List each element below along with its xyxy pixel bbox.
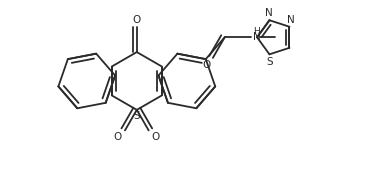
Text: S: S xyxy=(266,57,273,67)
Text: N: N xyxy=(253,32,261,42)
Text: O: O xyxy=(133,15,141,24)
Text: O: O xyxy=(202,60,210,70)
Text: O: O xyxy=(113,132,122,142)
Text: H: H xyxy=(253,27,260,36)
Text: S: S xyxy=(134,111,140,122)
Text: O: O xyxy=(152,132,160,142)
Text: N: N xyxy=(287,15,295,25)
Text: N: N xyxy=(265,8,273,18)
